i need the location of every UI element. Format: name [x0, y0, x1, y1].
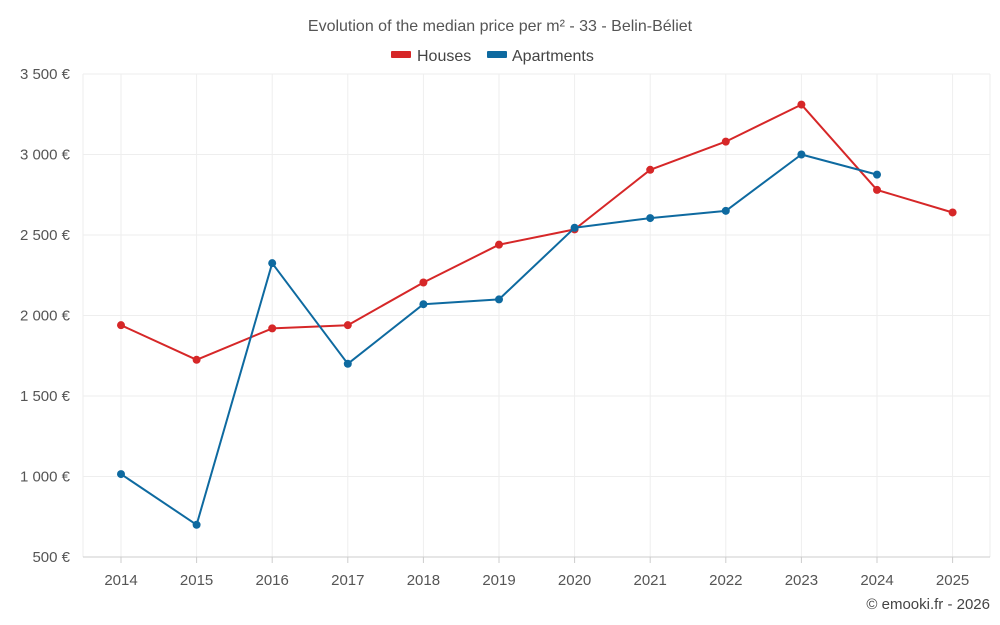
data-point-houses-2022[interactable]: [721, 137, 730, 146]
data-point-apartments-2024[interactable]: [873, 170, 881, 179]
legend-item-houses[interactable]: Houses: [391, 48, 471, 65]
axes: 500 € 1 000 € 1 500 € 2 000 € 2 500 € 3 000 €…: [20, 66, 990, 589]
data-point-apartments-2018[interactable]: [419, 300, 428, 309]
legend-swatch-apartments: [487, 51, 507, 58]
data-point-apartments-2016[interactable]: [268, 259, 277, 268]
data-point-apartments-2014[interactable]: [117, 470, 125, 479]
y-tick-label: 1 000 €: [20, 469, 71, 486]
y-tick-label: 3 500 €: [20, 66, 71, 83]
chart-title: Evolution of the median price per m² - 3…: [308, 18, 693, 35]
legend-item-apartments[interactable]: Apartments: [487, 48, 594, 65]
series-apartments: [117, 150, 881, 529]
x-tick-label: 2024: [860, 572, 893, 589]
data-point-apartments-2023[interactable]: [797, 150, 806, 159]
legend-label-apartments: Apartments: [512, 48, 594, 65]
x-tick-label: 2020: [558, 572, 591, 589]
data-point-apartments-2019[interactable]: [495, 295, 503, 304]
x-tick-label: 2015: [180, 572, 213, 589]
data-point-houses-2018[interactable]: [419, 278, 428, 287]
data-point-houses-2014[interactable]: [117, 321, 125, 330]
legend-swatch-houses: [391, 51, 411, 58]
y-tick-label: 2 500 €: [20, 227, 71, 244]
data-point-apartments-2020[interactable]: [570, 223, 579, 232]
data-point-apartments-2017[interactable]: [343, 359, 352, 368]
y-tick-label: 3 000 €: [20, 147, 71, 164]
data-point-houses-2016[interactable]: [268, 324, 277, 333]
y-tick-label: 500 €: [32, 549, 70, 566]
x-tick-label: 2025: [936, 572, 969, 589]
data-point-apartments-2021[interactable]: [646, 214, 655, 223]
y-tick-label: 2 000 €: [20, 308, 71, 325]
series-line-houses: [120, 103, 953, 361]
x-tick-label: 2017: [331, 572, 364, 589]
series-houses: [117, 100, 957, 364]
data-point-apartments-2022[interactable]: [721, 206, 730, 215]
data-point-houses-2015[interactable]: [192, 355, 201, 364]
data-point-houses-2023[interactable]: [797, 100, 806, 109]
data-point-houses-2025[interactable]: [948, 208, 957, 217]
series: [117, 100, 957, 529]
data-point-apartments-2015[interactable]: [192, 520, 201, 529]
x-tick-label: 2022: [709, 572, 742, 589]
data-point-houses-2017[interactable]: [343, 321, 352, 330]
data-point-houses-2021[interactable]: [646, 165, 655, 174]
grid: [82, 73, 991, 558]
x-tick-label: 2021: [634, 572, 667, 589]
x-tick-label: 2023: [785, 572, 818, 589]
legend-label-houses: Houses: [417, 48, 471, 65]
x-tick-label: 2014: [104, 572, 137, 589]
x-tick-label: 2019: [482, 572, 515, 589]
legend: Houses Apartments: [391, 48, 594, 65]
x-tick-label: 2018: [407, 572, 440, 589]
x-tick-label: 2016: [256, 572, 289, 589]
credit-text: © emooki.fr - 2026: [866, 596, 990, 613]
y-tick-label: 1 500 €: [20, 388, 71, 405]
data-point-houses-2019[interactable]: [495, 240, 503, 249]
data-point-houses-2024[interactable]: [873, 185, 881, 194]
